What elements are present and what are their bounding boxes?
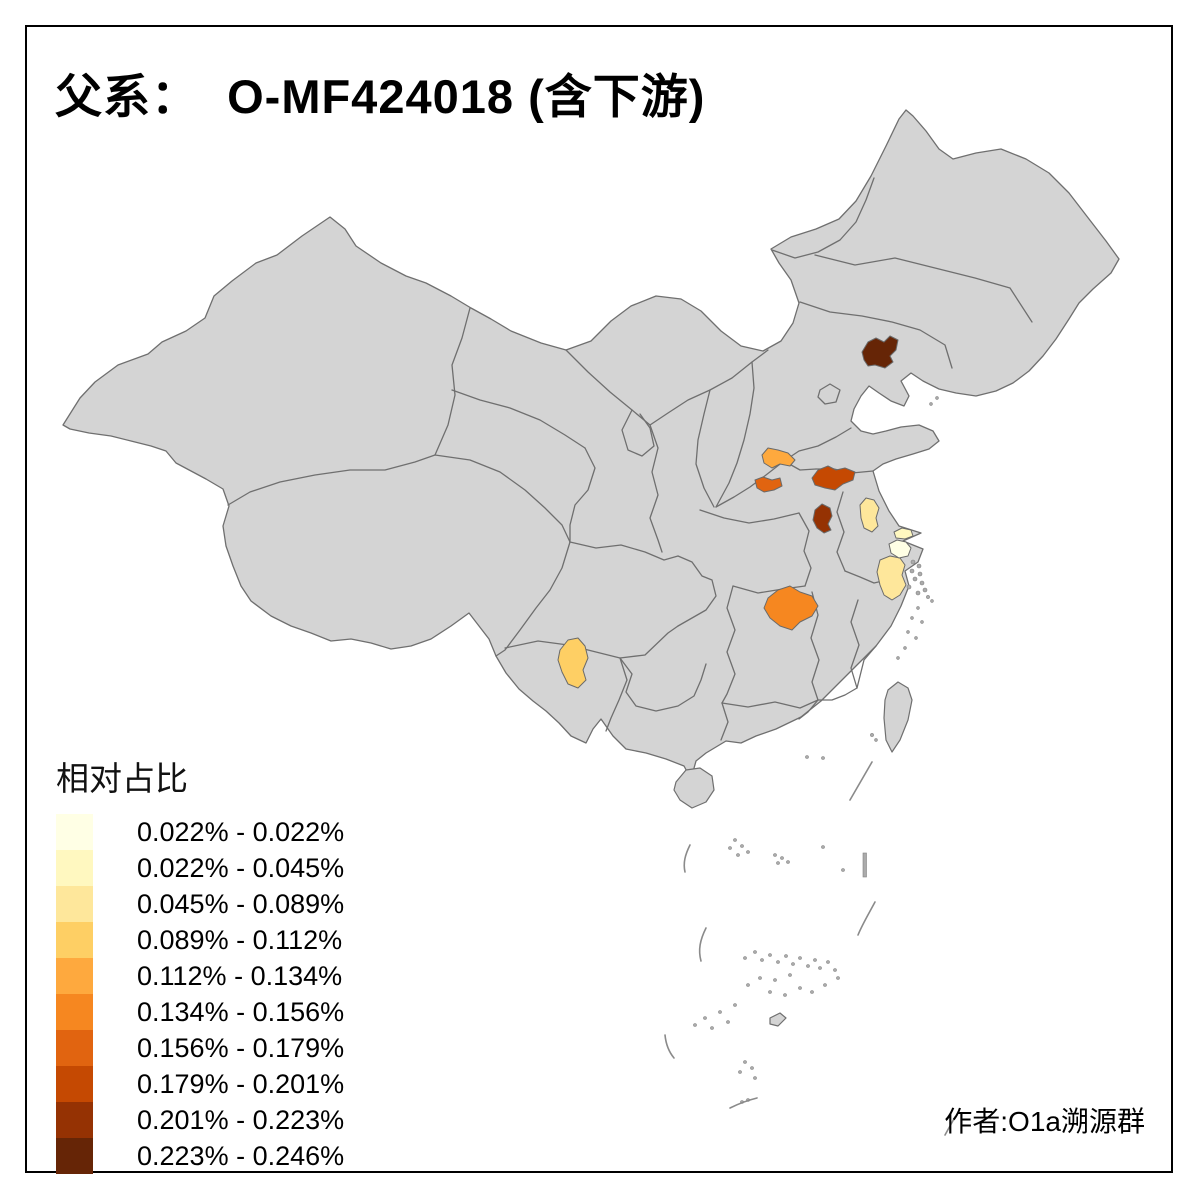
legend-row: 0.045% - 0.089% xyxy=(56,886,344,922)
hainan-island xyxy=(673,767,715,809)
legend-swatch xyxy=(56,1102,93,1138)
taiwan-island xyxy=(883,681,913,753)
legend-row: 0.223% - 0.246% xyxy=(56,1138,344,1174)
legend-row: 0.179% - 0.201% xyxy=(56,1066,344,1102)
legend: 相对占比 0.022% - 0.022% 0.022% - 0.045% 0.0… xyxy=(56,752,344,1174)
legend-row: 0.022% - 0.045% xyxy=(56,850,344,886)
legend-row: 0.112% - 0.134% xyxy=(56,958,344,994)
map-region-jiangsu-sliver xyxy=(893,527,914,540)
map-region-central-jiangsu xyxy=(859,497,880,533)
legend-swatch xyxy=(56,886,93,922)
map-region-yunnan xyxy=(557,637,589,689)
legend-row: 0.134% - 0.156% xyxy=(56,994,344,1030)
map-region-hunan xyxy=(763,585,819,631)
legend-row: 0.156% - 0.179% xyxy=(56,1030,344,1066)
legend-label: 0.134% - 0.156% xyxy=(137,996,345,1027)
legend-label: 0.201% - 0.223% xyxy=(137,1104,345,1135)
legend-swatch xyxy=(56,922,93,958)
legend-label: 0.223% - 0.246% xyxy=(137,1140,345,1171)
legend-swatch xyxy=(56,994,93,1030)
legend-swatch xyxy=(56,958,93,994)
map-region-nw-henan xyxy=(761,447,796,469)
legend-swatch xyxy=(56,850,93,886)
legend-label: 0.179% - 0.201% xyxy=(137,1068,345,1099)
legend-label: 0.156% - 0.179% xyxy=(137,1032,345,1063)
province-borders xyxy=(227,177,1033,741)
plot-frame xyxy=(25,25,1173,1173)
map-region-xuzhou xyxy=(811,465,856,491)
legend-label: 0.112% - 0.134% xyxy=(137,960,343,991)
legend-row: 0.089% - 0.112% xyxy=(56,922,344,958)
highlighted-regions xyxy=(557,335,914,689)
legend-swatch xyxy=(56,1066,93,1102)
legend-row: 0.022% - 0.022% xyxy=(56,814,344,850)
legend-label: 0.022% - 0.022% xyxy=(137,816,345,847)
plot-title: 父系： O-MF424018 (含下游) xyxy=(55,70,706,123)
map-region-central-henan xyxy=(754,476,783,493)
sea-boundary-dashes xyxy=(664,761,956,1136)
legend-swatch xyxy=(56,1030,93,1066)
china-mainland xyxy=(62,109,1120,780)
coastal-islets xyxy=(870,396,939,742)
author-credit: 作者:O1a溯源群 xyxy=(944,1106,1145,1137)
legend-label: 0.089% - 0.112% xyxy=(137,924,343,955)
legend-swatch xyxy=(56,1138,93,1174)
legend-title: 相对占比 xyxy=(56,760,188,797)
scs-island xyxy=(769,1012,787,1027)
legend-swatch xyxy=(56,814,93,850)
legend-row: 0.201% - 0.223% xyxy=(56,1102,344,1138)
map-region-liaoning xyxy=(861,335,899,369)
map-region-anhui xyxy=(812,503,833,534)
map-region-south-jiangsu xyxy=(888,539,912,559)
legend-label: 0.022% - 0.045% xyxy=(137,852,345,883)
legend-label: 0.045% - 0.089% xyxy=(137,888,345,919)
